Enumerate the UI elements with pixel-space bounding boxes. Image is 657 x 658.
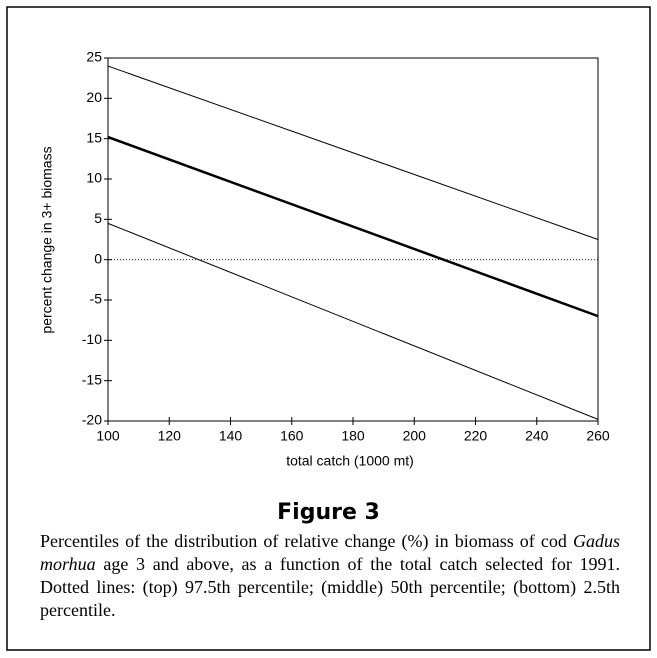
x-tick-label: 260 [586, 428, 610, 444]
plot-frame [107, 57, 599, 422]
x-tick-label: 240 [525, 428, 549, 444]
series-line [107, 222, 599, 420]
y-axis-label: percent change in 3+ biomass [39, 146, 55, 333]
y-tick-label: 20 [86, 89, 102, 105]
series-line [107, 135, 599, 318]
x-tick-label: 200 [403, 428, 427, 444]
outer-frame [6, 6, 651, 651]
y-tick-label: 5 [94, 210, 102, 226]
y-tick-label: -15 [82, 371, 102, 387]
y-tick-label: -20 [82, 412, 102, 428]
y-tick-label: -10 [82, 331, 102, 347]
x-tick-label: 160 [280, 428, 304, 444]
y-tick-label: 0 [94, 250, 102, 266]
y-tick-label: 15 [86, 129, 102, 145]
caption-species: Gadus morhua [40, 531, 620, 574]
y-tick-label: -5 [90, 291, 103, 307]
x-tick-label: 140 [219, 428, 243, 444]
x-axis-label: total catch (1000 mt) [286, 453, 414, 469]
x-tick-label: 100 [96, 428, 120, 444]
x-tick-label: 220 [464, 428, 488, 444]
y-tick-label: 10 [86, 170, 102, 186]
x-tick-label: 120 [158, 428, 182, 444]
caption-text: age 3 and above, as a function of the to… [40, 554, 620, 620]
caption-text: Percentiles of the distribution of relat… [40, 531, 573, 551]
y-tick-label: 25 [86, 49, 102, 65]
caption: Percentiles of the distribution of relat… [40, 530, 620, 622]
series-line [107, 65, 599, 240]
x-tick-label: 180 [341, 428, 365, 444]
figure-label: Figure 3 [277, 500, 380, 525]
